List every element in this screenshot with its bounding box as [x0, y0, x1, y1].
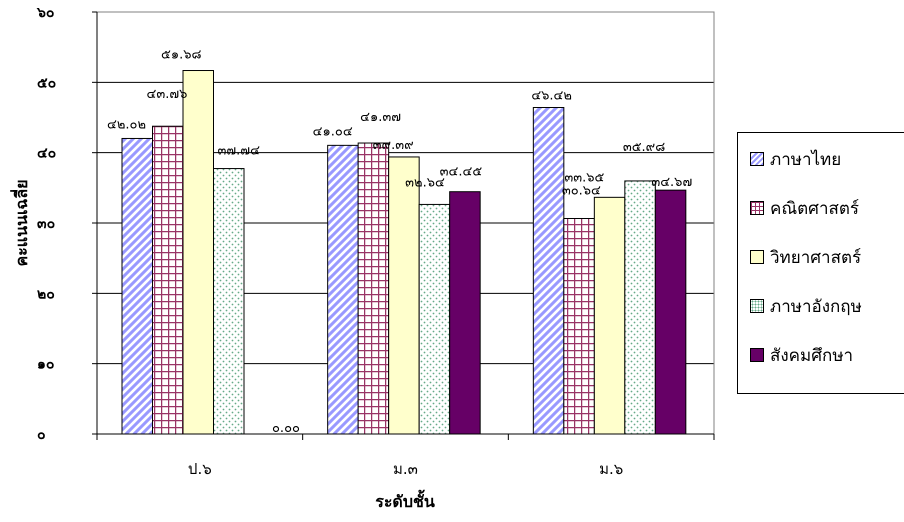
y-tick-label: ๐	[37, 427, 46, 443]
y-axis: ๐ ๑๐ ๒๐ ๓๐ ๔๐ ๕๐ ๖๐	[36, 5, 98, 443]
y-tick-label: ๑๐	[37, 357, 54, 373]
bar	[624, 180, 656, 435]
bar	[532, 107, 565, 435]
y-tick-label: ๓๐	[37, 216, 55, 232]
x-axis-title: ระดับชั้น	[375, 489, 435, 511]
bar	[121, 137, 153, 435]
legend-item: คณิตศาสตร์	[750, 196, 859, 220]
legend-swatch	[750, 201, 764, 215]
data-label: ๓๐.๖๔	[562, 183, 601, 198]
legend-swatch	[750, 299, 764, 313]
data-label: ๔๑.๓๗	[360, 110, 401, 125]
legend-item: ภาษาไทย	[750, 147, 841, 171]
legend-label: ภาษาอังกฤษ	[770, 296, 862, 317]
legend-label: คณิตศาสตร์	[770, 198, 860, 219]
data-label: ๔๓.๗๖	[147, 87, 188, 102]
x-tick-label: ม.๓	[393, 460, 418, 478]
data-label: ๓๙.๓๙	[373, 138, 414, 153]
bar	[418, 203, 451, 435]
y-tick-label: ๒๐	[37, 286, 55, 302]
bars	[121, 70, 687, 435]
legend-swatch	[750, 250, 764, 264]
legend-label: สังคมศึกษา	[770, 345, 854, 366]
legend-item: วิทยาศาสตร์	[750, 245, 861, 269]
bar	[449, 191, 481, 435]
x-tick-label: ม.๖	[599, 460, 623, 478]
legend-swatch	[750, 348, 764, 362]
y-axis-title: คะแนนเฉลี่ย	[10, 179, 31, 266]
bar	[327, 144, 359, 435]
data-label: ๔๒.๐๒	[107, 117, 146, 132]
data-labels: ๔๒.๐๒๔๓.๗๖๕๑.๖๘๓๗.๗๔๐.๐๐๔๑.๐๔๔๑.๓๗๓๙.๓๙๓…	[107, 48, 692, 436]
data-label: ๐.๐๐	[272, 421, 300, 436]
data-label: ๓๗.๗๔	[218, 144, 261, 159]
data-label: ๓๕.๙๘	[623, 140, 665, 155]
data-label: ๓๓.๖๕	[564, 170, 604, 185]
legend-item: สังคมศึกษา	[750, 343, 853, 367]
x-tick-label: ป.๖	[188, 460, 212, 478]
legend-item: ภาษาอังกฤษ	[750, 294, 862, 318]
legend-swatch	[750, 152, 764, 166]
legend: ภาษาไทยคณิตศาสตร์วิทยาศาสตร์ภาษาอังกฤษสั…	[737, 132, 904, 394]
bar	[213, 168, 245, 435]
bar	[357, 142, 390, 435]
bar	[593, 196, 626, 435]
y-tick-label: ๕๐	[37, 75, 56, 91]
y-tick-label: ๖๐	[36, 5, 54, 21]
bar	[152, 125, 184, 435]
legend-label: ภาษาไทย	[770, 149, 842, 170]
data-label: ๔๑.๐๔	[313, 124, 353, 139]
data-label: ๓๒.๖๔	[405, 175, 445, 190]
bar	[388, 156, 420, 435]
bar	[654, 189, 687, 435]
x-axis: ป.๖ ม.๓ ม.๖	[96, 433, 715, 478]
data-label: ๕๑.๖๘	[161, 48, 202, 63]
bar	[182, 70, 214, 435]
data-label: ๔๖.๔๒	[531, 89, 572, 104]
data-label: ๓๔.๔๕	[440, 165, 483, 180]
bar	[563, 217, 595, 435]
data-label: ๓๔.๖๗	[651, 175, 692, 190]
legend-label: วิทยาศาสตร์	[770, 247, 862, 268]
y-tick-label: ๔๐	[37, 146, 56, 162]
